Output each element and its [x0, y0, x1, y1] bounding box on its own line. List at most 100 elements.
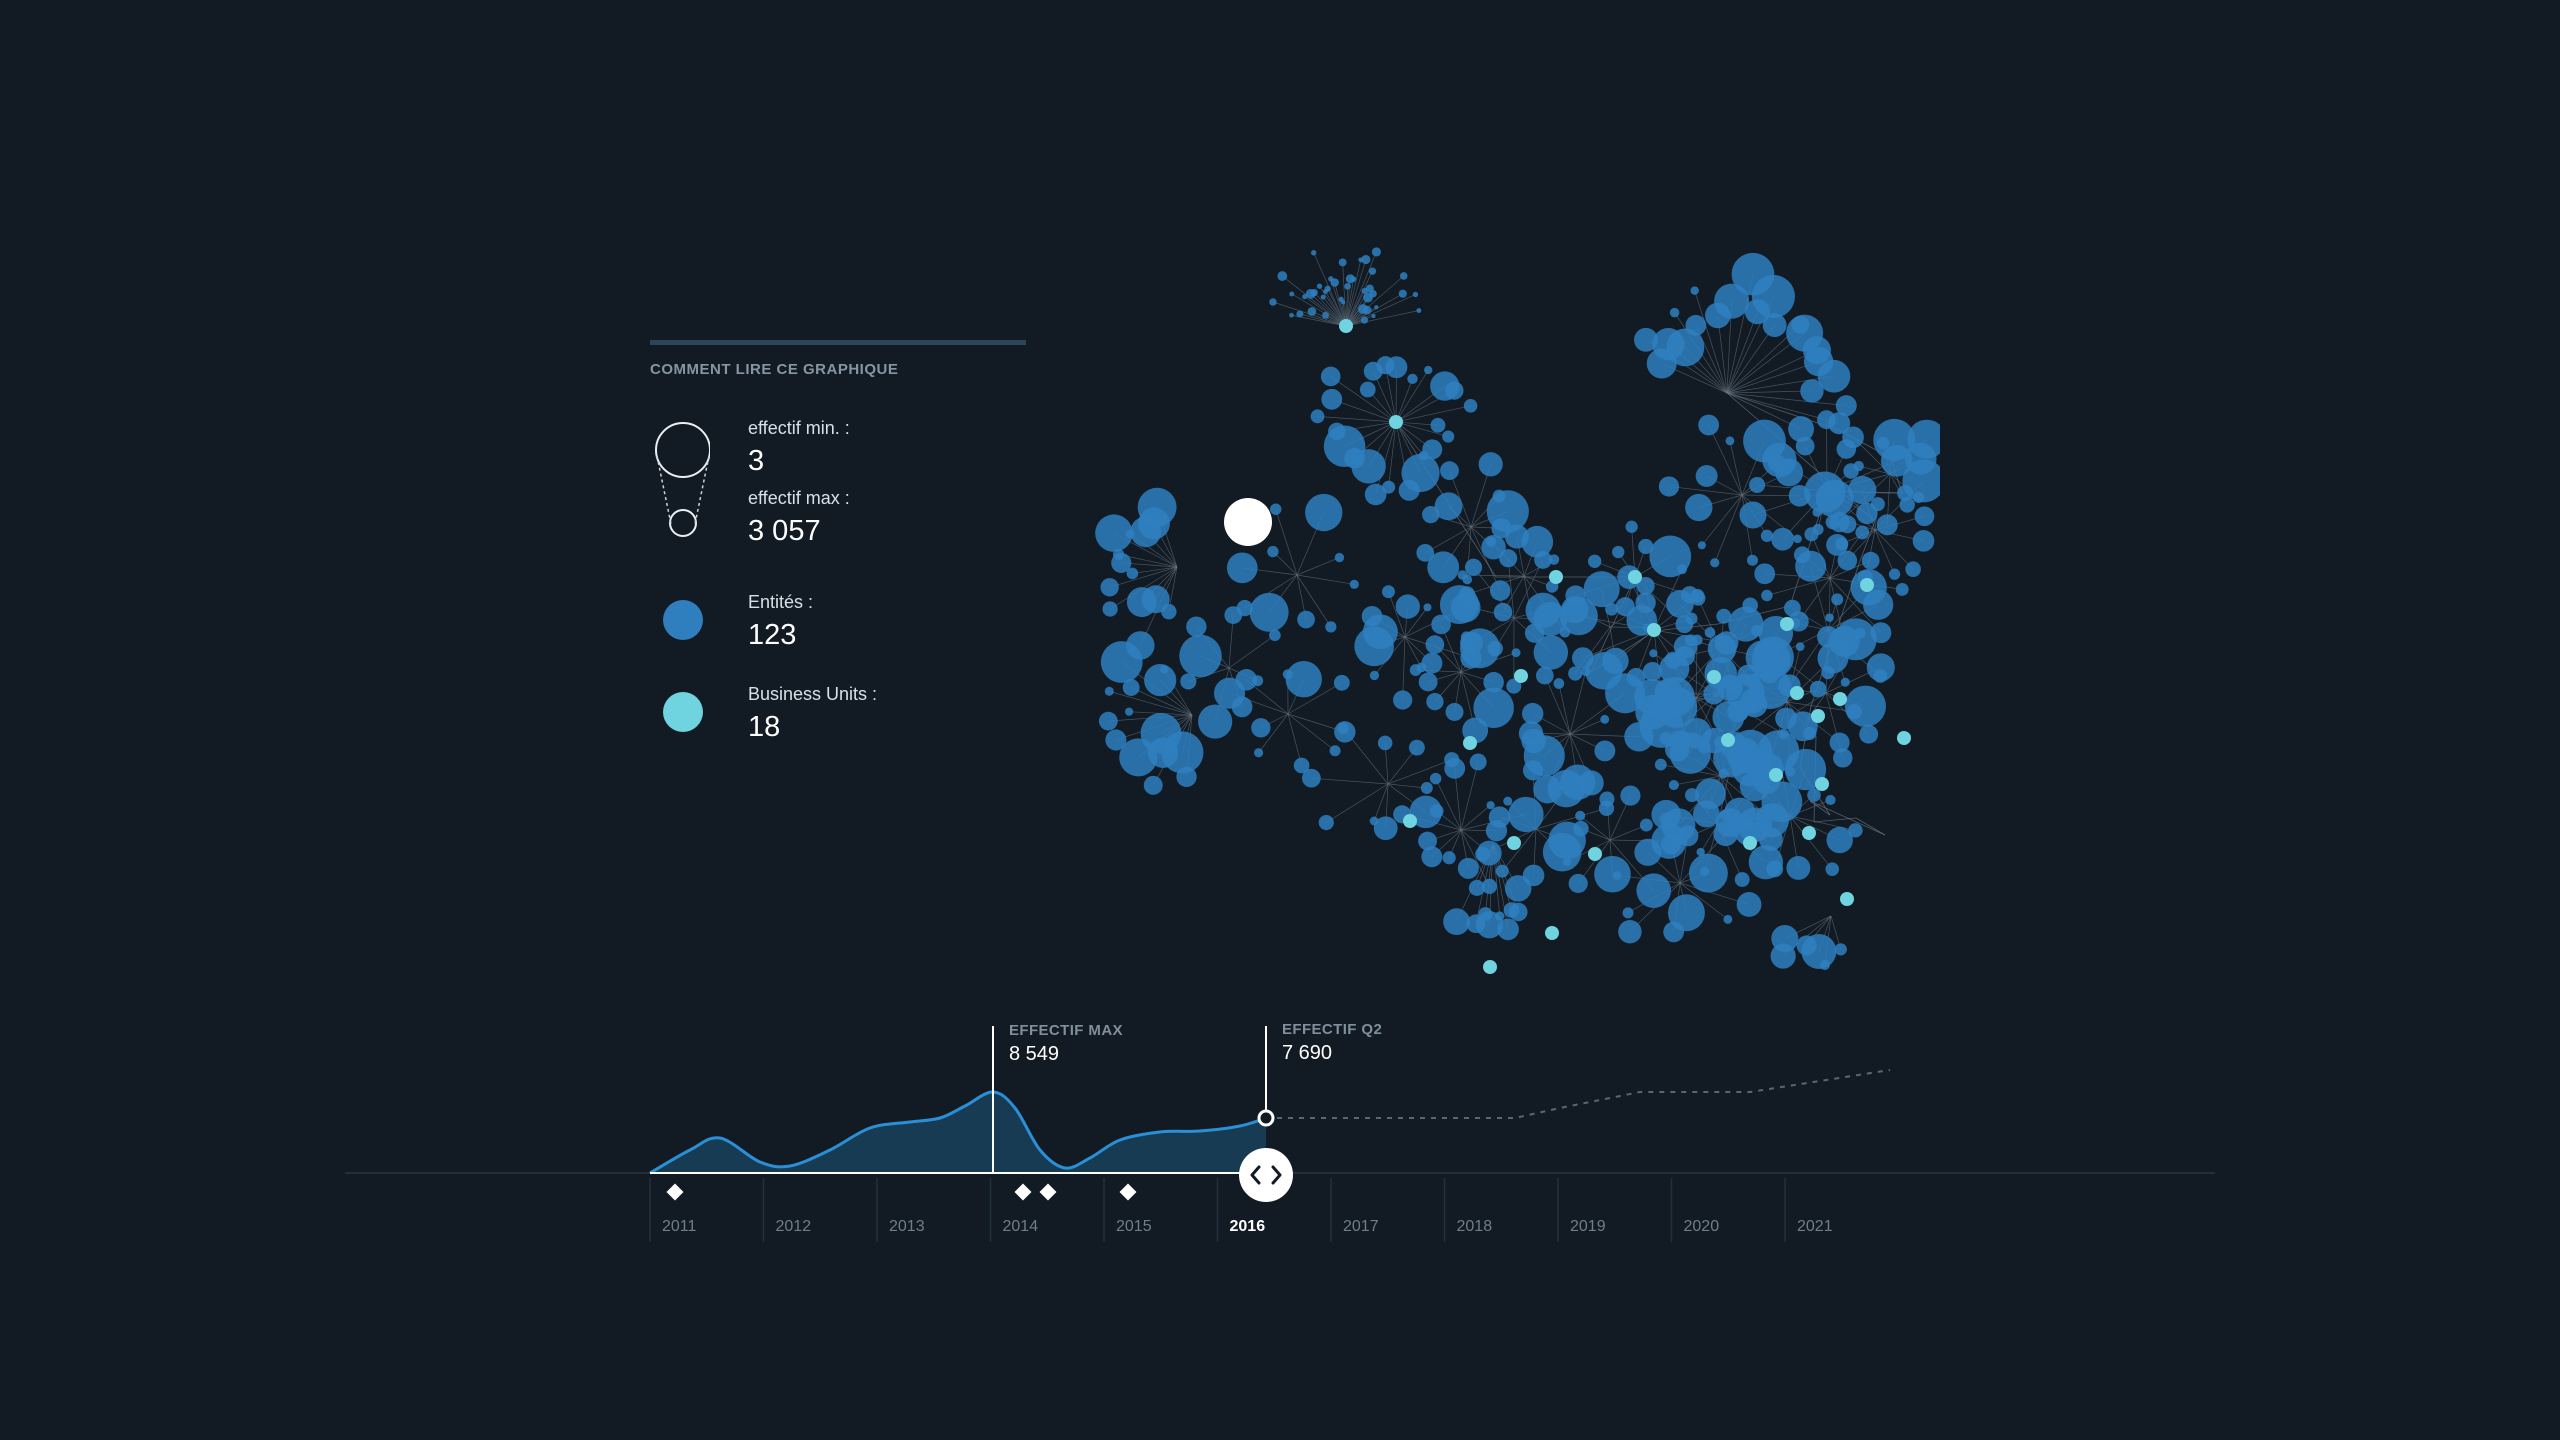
entity-node[interactable] [1863, 589, 1894, 620]
entity-node[interactable] [1668, 779, 1679, 791]
entity-node[interactable] [1912, 491, 1925, 504]
entity-node[interactable] [1269, 503, 1282, 515]
entity-node[interactable] [1622, 907, 1634, 919]
year-label-2021[interactable]: 2021 [1797, 1218, 1833, 1235]
entity-node[interactable] [1425, 635, 1445, 654]
business-unit-node[interactable] [1545, 926, 1559, 940]
business-unit-node[interactable] [1780, 617, 1794, 631]
entity-node[interactable] [1553, 678, 1565, 689]
entity-node[interactable] [1659, 653, 1690, 684]
business-unit-node[interactable] [1483, 960, 1497, 974]
business-unit-node[interactable] [1790, 686, 1804, 700]
entity-node[interactable] [1844, 685, 1887, 727]
entity-node[interactable] [1422, 505, 1440, 524]
entity-node[interactable] [1508, 796, 1544, 833]
entity-node[interactable] [1565, 585, 1586, 606]
entity-node[interactable] [1825, 862, 1840, 876]
diamond-icon[interactable] [1039, 1183, 1057, 1201]
business-unit-node[interactable] [1769, 768, 1783, 782]
entity-node[interactable] [1736, 892, 1762, 917]
entity-node[interactable] [1793, 534, 1802, 544]
entity-node[interactable] [1899, 497, 1915, 513]
entity-node[interactable] [1605, 673, 1646, 714]
entity-node[interactable] [1368, 267, 1377, 275]
entity-node[interactable] [1463, 399, 1478, 413]
entity-node[interactable] [1334, 552, 1345, 563]
entity-node[interactable] [1369, 289, 1377, 298]
entity-node[interactable] [1518, 721, 1544, 746]
year-label-2019[interactable]: 2019 [1570, 1218, 1606, 1235]
entity-node[interactable] [1429, 772, 1442, 785]
entity-node[interactable] [1179, 634, 1222, 678]
entity-node[interactable] [1429, 804, 1444, 818]
business-unit-node[interactable] [1802, 826, 1816, 840]
entity-node[interactable] [1600, 714, 1610, 724]
entity-node[interactable] [1817, 359, 1851, 393]
entity-node[interactable] [1649, 535, 1692, 578]
entity-node[interactable] [1685, 314, 1707, 336]
entity-node[interactable] [1583, 571, 1620, 608]
entity-node[interactable] [1442, 851, 1456, 865]
entity-node[interactable] [1825, 613, 1834, 622]
entity-node[interactable] [1716, 608, 1732, 624]
entity-node[interactable] [1466, 914, 1486, 934]
year-label-2013[interactable]: 2013 [889, 1218, 925, 1235]
entity-node[interactable] [1506, 678, 1522, 694]
entity-node[interactable] [1398, 289, 1407, 298]
entity-node[interactable] [1105, 729, 1127, 751]
entity-node[interactable] [1666, 328, 1705, 367]
entity-node[interactable] [1226, 552, 1258, 584]
entity-node[interactable] [1775, 707, 1797, 730]
business-unit-node[interactable] [1389, 415, 1403, 429]
entity-node[interactable] [1297, 610, 1315, 629]
timeline-handle-knob[interactable] [1239, 1148, 1293, 1202]
entity-node[interactable] [1511, 648, 1521, 658]
diamond-icon[interactable] [666, 1183, 684, 1201]
entity-node[interactable] [1423, 603, 1432, 612]
entity-node[interactable] [1873, 418, 1916, 461]
entity-node[interactable] [1369, 816, 1379, 826]
entity-node[interactable] [1625, 520, 1638, 533]
business-unit-node[interactable] [1811, 709, 1825, 723]
entity-node[interactable] [1416, 308, 1422, 313]
entity-node[interactable] [1696, 847, 1705, 857]
entity-node[interactable] [1418, 672, 1438, 692]
entity-node[interactable] [1828, 625, 1860, 657]
entity-node[interactable] [1322, 311, 1329, 319]
entity-node[interactable] [1707, 634, 1737, 664]
entity-node[interactable] [1305, 493, 1343, 532]
entity-node[interactable] [1442, 430, 1455, 443]
year-label-2014[interactable]: 2014 [1003, 1218, 1039, 1235]
entity-node[interactable] [1443, 908, 1470, 936]
entity-node[interactable] [1427, 551, 1460, 584]
entity-node[interactable] [1695, 465, 1718, 487]
entity-node[interactable] [1503, 796, 1513, 806]
entity-node[interactable] [1634, 838, 1662, 866]
entity-node[interactable] [1725, 436, 1735, 446]
business-unit-node[interactable] [1507, 836, 1521, 850]
entity-node[interactable] [1723, 914, 1733, 924]
entity-node[interactable] [1254, 748, 1264, 758]
entity-node[interactable] [1659, 812, 1673, 826]
entity-node[interactable] [1680, 586, 1699, 604]
entity-node[interactable] [1424, 365, 1433, 375]
entity-node[interactable] [1786, 856, 1811, 880]
entity-node[interactable] [1714, 283, 1750, 319]
entity-node[interactable] [1440, 461, 1459, 481]
entity-node[interactable] [1301, 768, 1321, 788]
entity-node[interactable] [1739, 501, 1767, 529]
entity-node[interactable] [1833, 748, 1853, 768]
entity-node[interactable] [1409, 739, 1425, 756]
entity-node[interactable] [1853, 460, 1864, 472]
entity-node[interactable] [1809, 680, 1827, 698]
entity-node[interactable] [1393, 690, 1413, 710]
entity-node[interactable] [1521, 702, 1544, 725]
entity-node[interactable] [1734, 872, 1750, 887]
entity-node[interactable] [1464, 558, 1483, 576]
entity-node[interactable] [1522, 760, 1544, 781]
entity-node[interactable] [1690, 286, 1699, 295]
entity-node[interactable] [1445, 702, 1464, 721]
entity-node[interactable] [1749, 476, 1766, 493]
business-unit-node[interactable] [1339, 319, 1353, 333]
entity-node[interactable] [1412, 291, 1419, 298]
